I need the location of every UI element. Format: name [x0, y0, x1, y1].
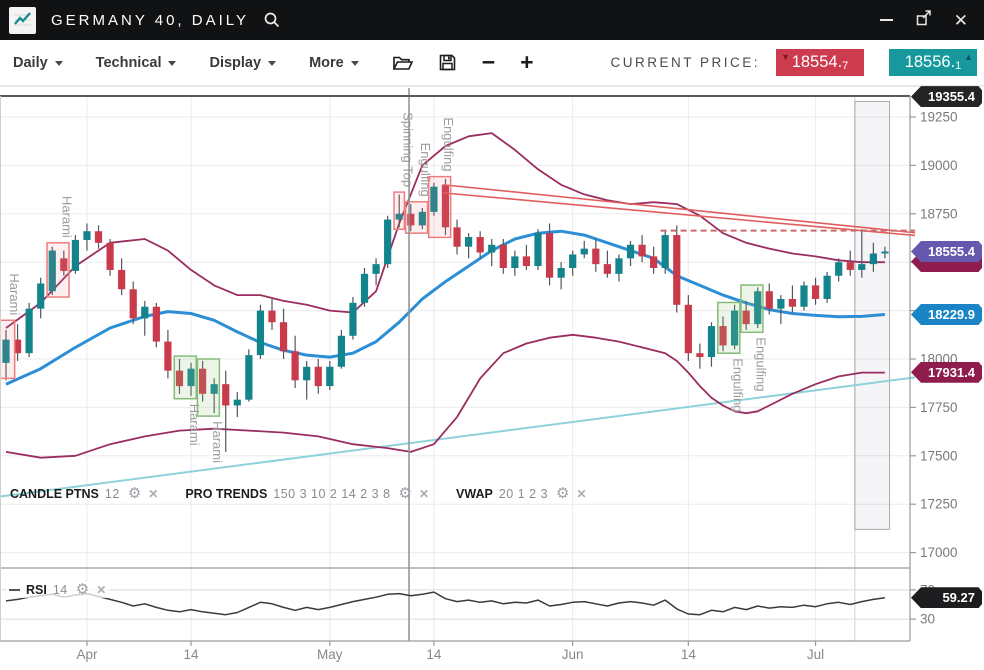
remove-indicator-icon[interactable]: ✕: [418, 486, 430, 501]
chart-toolbar: Daily Technical Display More: [0, 40, 984, 85]
zoom-out-button[interactable]: −: [482, 51, 495, 74]
line-sample-icon: [9, 588, 20, 591]
close-button[interactable]: ✕: [953, 10, 968, 30]
chart-title: GERMANY 40, DAILY: [51, 11, 249, 29]
svg-text:Harami: Harami: [7, 273, 22, 315]
price-badge-19355.4: 19355.4: [911, 86, 982, 108]
open-chart-button[interactable]: [392, 54, 413, 72]
menu-display[interactable]: Display: [209, 54, 277, 71]
svg-text:14: 14: [184, 647, 200, 662]
svg-text:Spinning Top: Spinning Top: [401, 112, 416, 187]
settings-gear-icon[interactable]: ⚙: [556, 485, 570, 502]
indicator-params: 20 1 2 3: [498, 486, 549, 501]
price-badge-18229.9: 18229.9: [911, 303, 982, 325]
indicator-pro-trends: PRO TRENDS 150 3 10 2 14 2 3 8 ⚙ ✕: [185, 486, 429, 501]
indicator-params: 12: [104, 486, 120, 501]
svg-text:19250: 19250: [920, 109, 958, 124]
rsi-legend: RSI 14 ⚙ ✕: [6, 581, 110, 598]
menu-label: Technical: [95, 54, 162, 71]
rsi-value-badge: 59.27: [911, 587, 982, 609]
settings-gear-icon[interactable]: ⚙: [75, 581, 90, 598]
menu-timeframe[interactable]: Daily: [13, 55, 63, 71]
svg-text:17000: 17000: [920, 545, 958, 560]
popout-button[interactable]: [915, 9, 932, 31]
svg-text:Apr: Apr: [76, 647, 98, 662]
candlestick-series: [2, 178, 889, 452]
menu-label: Display: [209, 54, 262, 71]
indicator-candle-patterns: CANDLE PTNS 12 ⚙ ✕: [10, 486, 158, 501]
buy-price-value: 18556: [904, 53, 951, 71]
chevron-down-icon: [350, 61, 359, 66]
chevron-down-icon: [268, 61, 277, 66]
menu-label: More: [309, 54, 344, 71]
svg-text:17750: 17750: [920, 400, 958, 415]
menu-more[interactable]: More: [309, 55, 359, 71]
menu-technical[interactable]: Technical: [96, 55, 177, 71]
sell-price-fraction: 7: [838, 55, 848, 74]
remove-indicator-icon[interactable]: ✕: [96, 582, 107, 597]
zoom-in-button[interactable]: +: [520, 51, 533, 74]
indicator-name: CANDLE PTNS: [10, 486, 99, 501]
svg-text:May: May: [317, 647, 343, 662]
svg-text:Engulfing: Engulfing: [753, 337, 768, 391]
buy-price-fraction: 1: [951, 55, 961, 74]
current-price-label: CURRENT PRICE:: [610, 55, 760, 70]
svg-text:Engulfing: Engulfing: [730, 358, 745, 412]
remove-indicator-icon[interactable]: ✕: [576, 486, 587, 501]
svg-text:18750: 18750: [920, 206, 958, 221]
svg-text:Jul: Jul: [807, 647, 824, 662]
settings-gear-icon[interactable]: ⚙: [398, 485, 412, 502]
indicator-name: VWAP: [456, 486, 493, 501]
svg-text:14: 14: [681, 647, 697, 662]
app-logo: [9, 6, 36, 34]
svg-text:Harami: Harami: [210, 421, 225, 463]
svg-text:Harami: Harami: [60, 196, 75, 238]
svg-text:17250: 17250: [920, 497, 958, 512]
chevron-down-icon: [168, 61, 177, 66]
sell-price-value: 18554: [791, 53, 838, 71]
folder-open-icon: [392, 56, 413, 70]
indicator-params: 14: [52, 582, 68, 597]
svg-text:14: 14: [426, 647, 442, 662]
price-down-arrow-icon: ▼: [781, 52, 790, 62]
indicator-params: 150 3 10 2 14 2 3 8: [273, 486, 391, 501]
save-icon: [439, 54, 456, 71]
chart-area: Harami Harami Harami Harami Spinning Top Engu…: [0, 85, 984, 670]
minimize-button[interactable]: [879, 19, 893, 21]
svg-text:19000: 19000: [920, 158, 958, 173]
svg-text:Engulfing: Engulfing: [441, 117, 456, 171]
chevron-down-icon: [54, 61, 63, 66]
indicator-vwap: VWAP 20 1 2 3 ⚙ ✕: [456, 486, 587, 501]
price-up-arrow-icon: ▲: [964, 52, 973, 62]
plus-icon: +: [520, 49, 534, 75]
menu-label: Daily: [13, 54, 48, 71]
title-bar: GERMANY 40, DAILY ✕: [0, 0, 984, 40]
save-chart-button[interactable]: [438, 53, 457, 72]
indicator-name: PRO TRENDS: [185, 486, 268, 501]
svg-text:30: 30: [920, 612, 935, 627]
remove-indicator-icon[interactable]: ✕: [148, 486, 159, 501]
search-icon[interactable]: [263, 11, 281, 29]
buy-price-badge[interactable]: 185561 ▲: [889, 49, 977, 76]
minus-icon: −: [481, 49, 496, 75]
svg-text:17500: 17500: [920, 448, 958, 463]
svg-text:Jun: Jun: [562, 647, 584, 662]
price-badge-17931.4: 17931.4: [911, 361, 982, 383]
indicator-name: RSI: [26, 582, 47, 597]
settings-gear-icon[interactable]: ⚙: [127, 485, 142, 502]
chart-logo-icon: [14, 11, 31, 25]
indicator-legend-row: CANDLE PTNS 12 ⚙ ✕ PRO TRENDS 150 3 10 2…: [10, 486, 614, 501]
sell-price-badge[interactable]: ▼ 185547: [776, 49, 864, 76]
price-badge-18555.4: 18555.4: [911, 240, 982, 262]
